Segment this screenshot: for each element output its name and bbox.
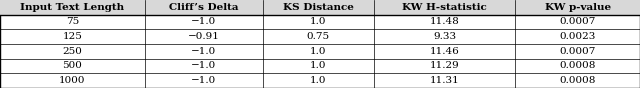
Text: 0.75: 0.75 (307, 32, 330, 41)
Text: Input Text Length: Input Text Length (20, 3, 125, 12)
Text: KW p-value: KW p-value (545, 3, 611, 12)
Text: 0.0008: 0.0008 (559, 62, 596, 70)
Text: −0.91: −0.91 (188, 32, 220, 41)
Text: 1.0: 1.0 (310, 62, 326, 70)
Text: 0.0007: 0.0007 (559, 47, 596, 56)
Text: 1000: 1000 (59, 76, 86, 85)
Text: 125: 125 (63, 32, 83, 41)
Text: 1.0: 1.0 (310, 18, 326, 26)
Text: 0.0007: 0.0007 (559, 18, 596, 26)
Text: 11.48: 11.48 (429, 18, 460, 26)
Text: 500: 500 (63, 62, 83, 70)
Text: 1.0: 1.0 (310, 47, 326, 56)
Text: 11.46: 11.46 (429, 47, 460, 56)
Text: −1.0: −1.0 (191, 47, 216, 56)
Text: 9.33: 9.33 (433, 32, 456, 41)
Text: KW H-statistic: KW H-statistic (403, 3, 487, 12)
Text: 0.0008: 0.0008 (559, 76, 596, 85)
Text: 11.29: 11.29 (429, 62, 460, 70)
Text: 11.31: 11.31 (429, 76, 460, 85)
Text: KS Distance: KS Distance (283, 3, 354, 12)
Text: −1.0: −1.0 (191, 18, 216, 26)
Text: 75: 75 (66, 18, 79, 26)
Text: 0.0023: 0.0023 (559, 32, 596, 41)
Text: Cliff’s Delta: Cliff’s Delta (169, 3, 239, 12)
Bar (0, 0, 640, 15)
Text: −1.0: −1.0 (191, 76, 216, 85)
Text: 1.0: 1.0 (310, 76, 326, 85)
Text: 250: 250 (63, 47, 83, 56)
Text: −1.0: −1.0 (191, 62, 216, 70)
